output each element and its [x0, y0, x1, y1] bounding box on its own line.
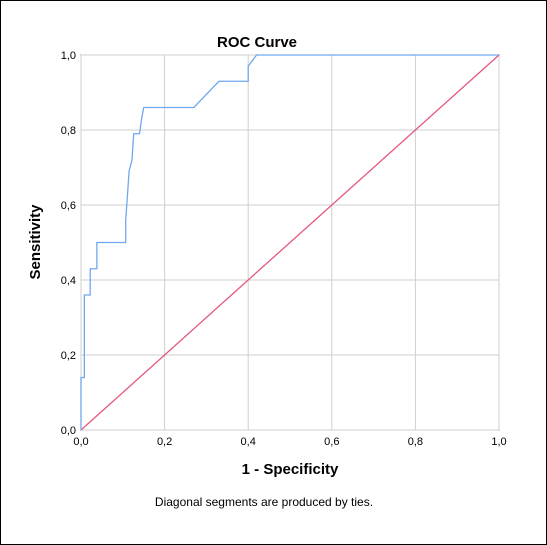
chart-footnote: Diagonal segments are produced by ties.: [155, 495, 373, 509]
y-tick-label: 0,6: [61, 200, 76, 212]
x-tick-label: 0,0: [73, 436, 88, 448]
chart-title: ROC Curve: [217, 34, 297, 51]
x-tick-label: 0,8: [408, 436, 423, 448]
x-axis-title: 1 - Specificity: [242, 461, 339, 478]
roc-curve-line: [80, 54, 499, 430]
y-axis-title: Sensitivity: [27, 204, 44, 280]
y-tick-label: 0,8: [61, 125, 76, 137]
y-tick-label: 1,0: [61, 50, 76, 62]
x-tick-label: 1,0: [491, 436, 506, 448]
x-tick-labels: 0,0 0,2 0,4 0,6 0,8 1,0: [73, 436, 506, 448]
x-tick-label: 0,6: [324, 436, 339, 448]
y-tick-label: 0,0: [61, 425, 76, 437]
series-lines: [80, 54, 500, 431]
x-tick-label: 0,4: [241, 436, 256, 448]
reference-diagonal-line: [80, 54, 500, 431]
grid: [80, 54, 500, 431]
y-tick-label: 0,4: [61, 275, 76, 287]
y-tick-label: 0,2: [61, 350, 76, 362]
x-tick-label: 0,2: [157, 436, 172, 448]
y-tick-labels: 0,0 0,2 0,4 0,6 0,8 1,0: [61, 50, 76, 437]
